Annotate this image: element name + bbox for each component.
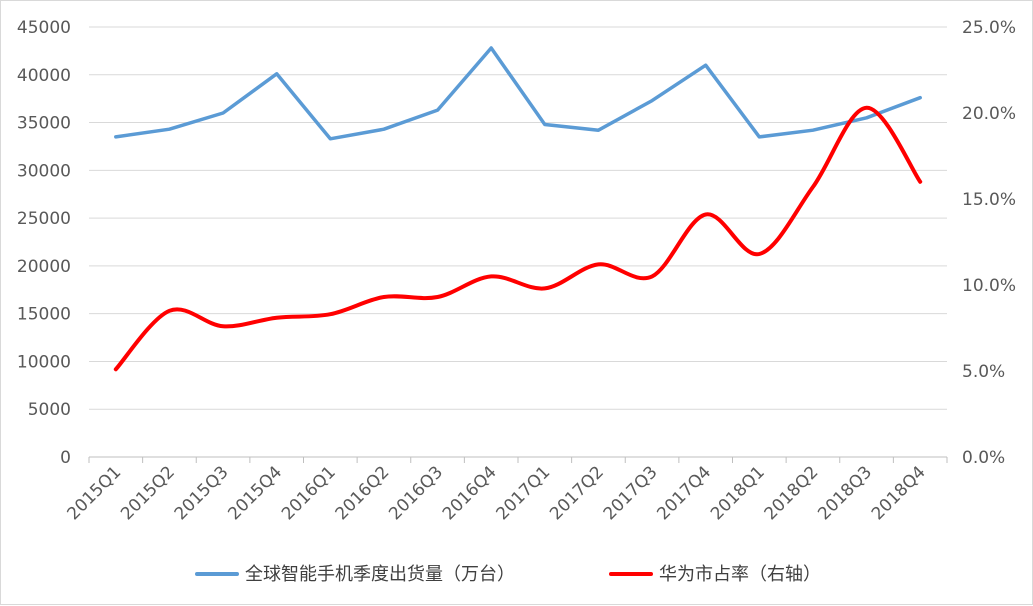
legend-label-0: 全球智能手机季度出货量（万台） xyxy=(245,564,515,585)
gridlines xyxy=(89,26,947,458)
series-0-point xyxy=(650,99,654,103)
x-tick-label: 2018Q4 xyxy=(868,462,930,524)
series-1-point xyxy=(757,252,761,256)
legend-label-1: 华为市占率（右轴） xyxy=(659,564,821,585)
right-axis: 0.0% 5.0% 10.0% 15.0% 20.0% 25.0% xyxy=(962,18,1016,468)
series-1-point xyxy=(114,367,118,371)
x-tick-label: 2015Q4 xyxy=(224,462,286,524)
series-0-point xyxy=(489,46,493,50)
y-right-tick-label: 15.0% xyxy=(962,190,1016,210)
y-left-tick-label: 30000 xyxy=(17,161,71,181)
series-0-point xyxy=(167,127,171,131)
x-tick-label: 2017Q2 xyxy=(546,462,608,524)
y-right-tick-label: 5.0% xyxy=(962,362,1005,382)
series-0-point xyxy=(328,137,332,141)
series-1-point xyxy=(704,212,708,216)
y-left-tick-label: 40000 xyxy=(17,66,71,86)
series-0-point xyxy=(865,116,869,120)
series-1-point xyxy=(865,106,869,110)
series-1-point xyxy=(918,180,922,184)
y-left-tick-label: 10000 xyxy=(17,352,71,372)
x-tick-label: 2016Q2 xyxy=(332,462,394,524)
series-1-point xyxy=(275,316,279,320)
x-tick-label: 2015Q1 xyxy=(63,462,125,524)
y-left-tick-label: 5000 xyxy=(28,400,71,420)
x-tick-label: 2018Q3 xyxy=(814,462,876,524)
series-0-point xyxy=(114,135,118,139)
series-0-point xyxy=(811,128,815,132)
y-left-tick-label: 35000 xyxy=(17,114,71,134)
y-right-tick-label: 0.0% xyxy=(962,448,1005,468)
series-line-0 xyxy=(114,46,922,141)
series-1-point xyxy=(382,295,386,299)
x-tick-label: 2017Q3 xyxy=(600,462,662,524)
series-0-point xyxy=(704,63,708,67)
y-right-tick-label: 25.0% xyxy=(962,18,1016,38)
x-axis: 2015Q12015Q22015Q32015Q42016Q12016Q22016… xyxy=(63,456,948,524)
y-left-tick-label: 25000 xyxy=(17,209,71,229)
series-0-point xyxy=(436,108,440,112)
series-0-point xyxy=(275,72,279,76)
x-tick-label: 2016Q3 xyxy=(385,462,447,524)
y-left-tick-label: 0 xyxy=(60,448,71,468)
series-0-point xyxy=(382,127,386,131)
x-tick-label: 2018Q2 xyxy=(761,462,823,524)
x-tick-label: 2016Q1 xyxy=(278,462,340,524)
x-tick-label: 2018Q1 xyxy=(707,462,769,524)
y-left-tick-label: 15000 xyxy=(17,305,71,325)
series-1-point xyxy=(436,295,440,299)
x-tick-label: 2016Q4 xyxy=(439,462,501,524)
series-1-point xyxy=(489,274,493,278)
y-left-tick-label: 20000 xyxy=(17,257,71,277)
series-1-point xyxy=(167,309,171,313)
series-0-point xyxy=(757,135,761,139)
series-0-point xyxy=(596,128,600,132)
y-right-tick-label: 20.0% xyxy=(962,104,1016,124)
x-tick-label: 2015Q3 xyxy=(171,462,233,524)
series-line-1 xyxy=(113,105,923,372)
series-0-point xyxy=(543,122,547,126)
series-1-point xyxy=(328,312,332,316)
legend: 全球智能手机季度出货量（万台） 华为市占率（右轴） xyxy=(195,564,821,585)
series-1-point xyxy=(221,324,225,328)
x-tick-label: 2017Q4 xyxy=(653,462,715,524)
series-0-point xyxy=(918,96,922,100)
series-1-point xyxy=(650,274,654,278)
series-lines xyxy=(113,46,923,372)
series-1-point xyxy=(596,262,600,266)
left-axis: 0 5000 10000 15000 20000 25000 30000 35000 40000… xyxy=(17,18,71,468)
series-1-point xyxy=(543,286,547,290)
y-right-tick-label: 10.0% xyxy=(962,276,1016,296)
series-1-point xyxy=(811,185,815,189)
x-tick-label: 2017Q1 xyxy=(492,462,554,524)
series-0-point xyxy=(221,111,225,115)
x-tick-label: 2015Q2 xyxy=(117,462,179,524)
y-left-tick-label: 45000 xyxy=(17,18,71,38)
